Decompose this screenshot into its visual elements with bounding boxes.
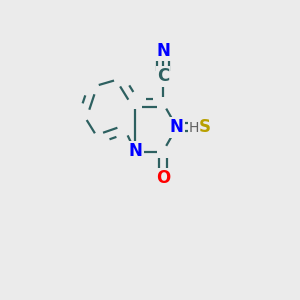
Text: N: N	[170, 118, 184, 136]
Text: O: O	[156, 169, 170, 187]
Text: H: H	[189, 122, 200, 135]
Text: N: N	[156, 42, 170, 60]
Text: N: N	[128, 142, 142, 160]
Text: C: C	[157, 68, 169, 85]
Text: S: S	[199, 118, 211, 136]
